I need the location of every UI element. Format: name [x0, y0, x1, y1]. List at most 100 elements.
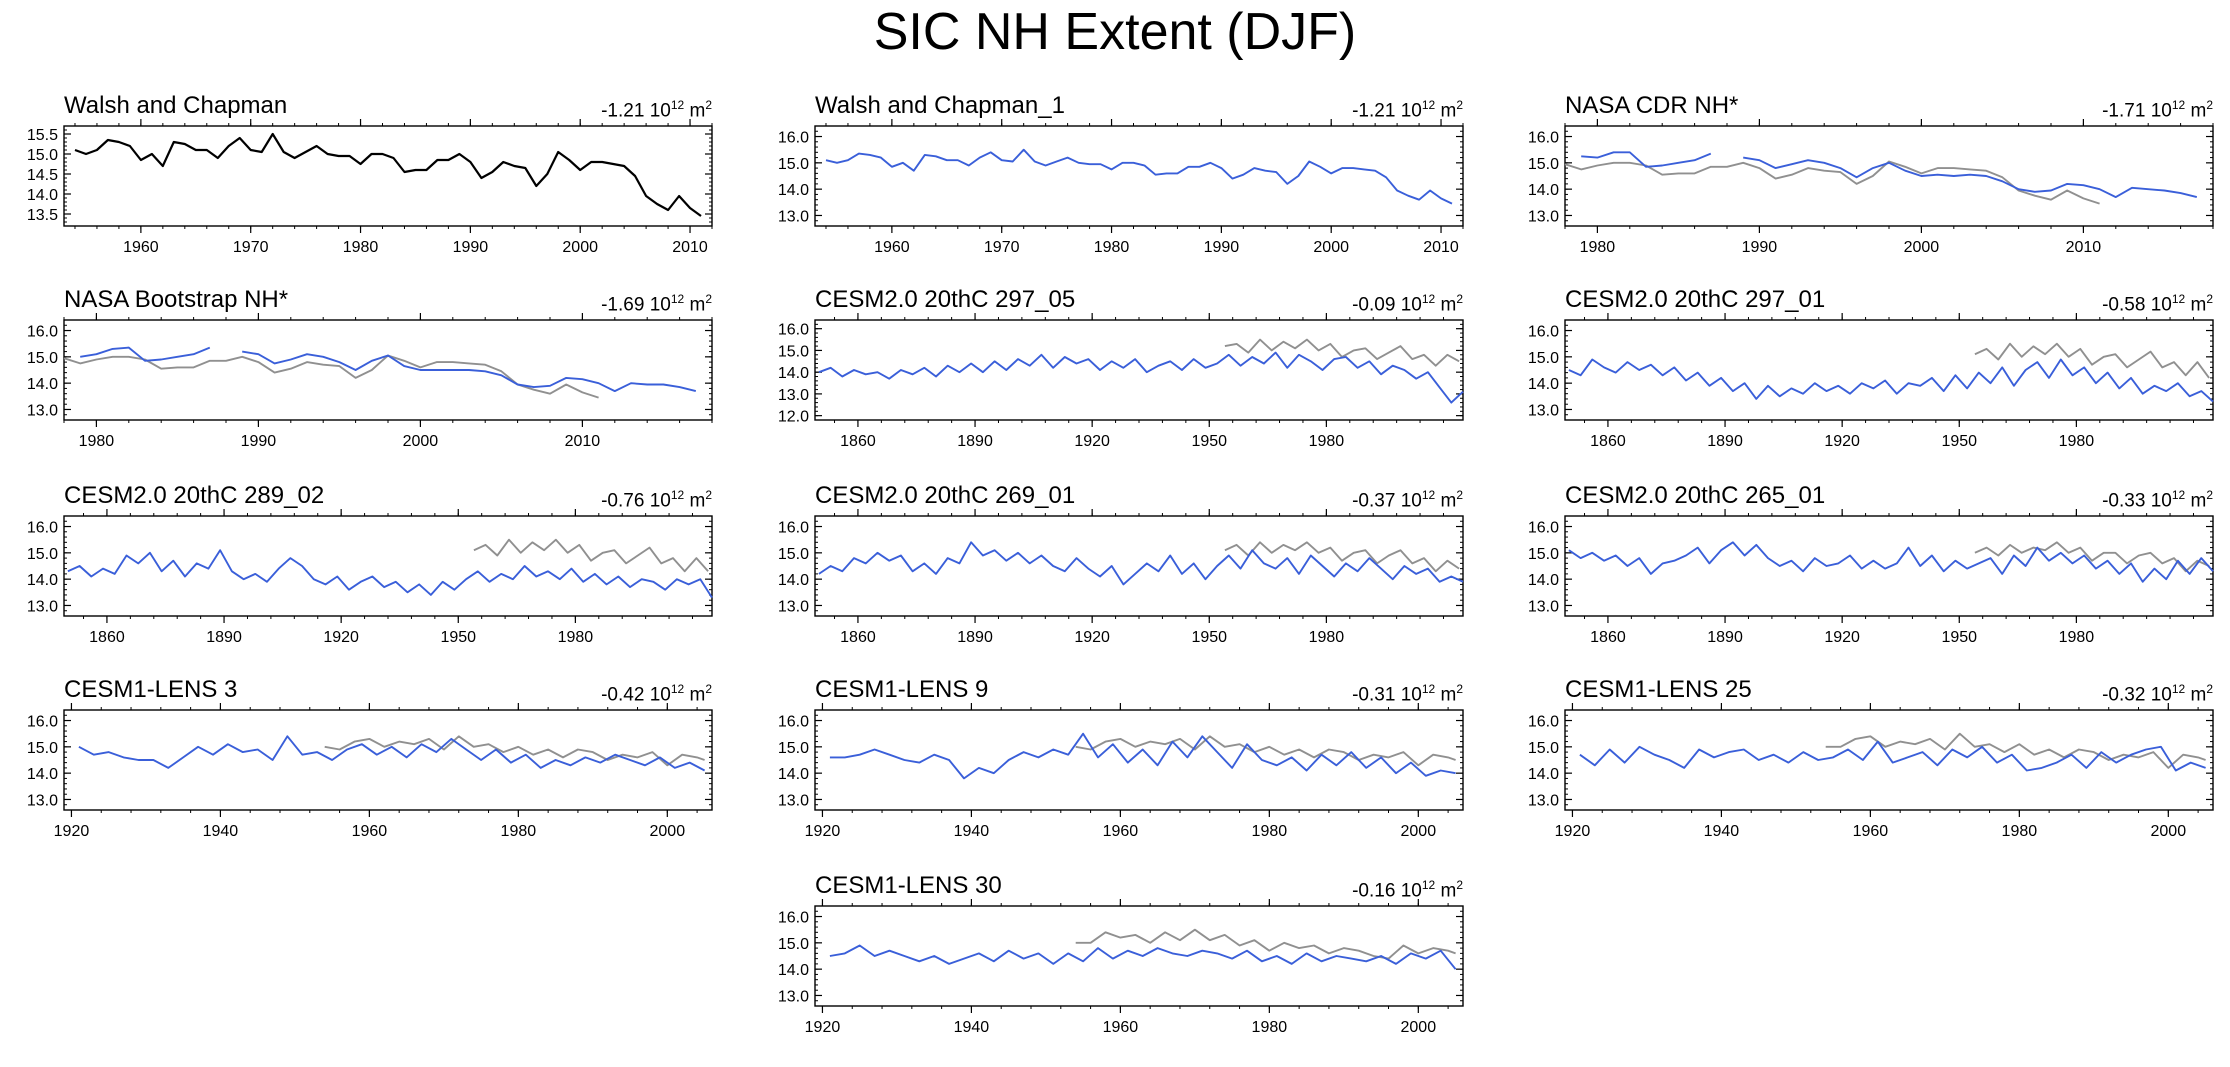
- y-tick-label: 15.0: [778, 740, 809, 757]
- chart-panel: NASA Bootstrap NH* -1.69 1012 m2 13.0 14.0 1…: [4, 286, 722, 476]
- y-tick-label: 14.0: [778, 572, 809, 589]
- trend-unit: m: [1435, 490, 1457, 512]
- x-tick-label: 1960: [1103, 823, 1139, 840]
- series-line-ref: [324, 735, 705, 767]
- y-tick-label: 14.0: [778, 962, 809, 979]
- y-tick-label: 15.0: [27, 350, 58, 367]
- panel-title: CESM1-LENS 30: [815, 872, 1002, 899]
- trend-power: 12: [670, 98, 685, 112]
- y-tick-label: 15.0: [778, 343, 809, 360]
- y-tick-label: 16.0: [778, 714, 809, 731]
- panel-title: Walsh and Chapman: [64, 92, 288, 119]
- series-line-ref: [1825, 732, 2206, 769]
- y-tick-label: 16.0: [27, 520, 58, 537]
- x-tick-label: 1940: [203, 823, 239, 840]
- trend-value: -0.58 10: [2102, 294, 2172, 316]
- panel-title: CESM1-LENS 25: [1565, 676, 1752, 703]
- x-tick-label: 1980: [1580, 239, 1616, 256]
- series-line-model: [78, 735, 706, 772]
- trend-label: -0.58 1012 m2: [2102, 292, 2213, 316]
- trend-power: 12: [1421, 98, 1436, 112]
- trend-value: -0.16 10: [1352, 880, 1422, 902]
- x-tick-label: 2000: [1313, 239, 1349, 256]
- trend-label: -0.09 1012 m2: [1352, 292, 1463, 316]
- x-tick-label: 2010: [1423, 239, 1459, 256]
- trend-unit-power: 2: [705, 292, 712, 306]
- y-tick-label: 13.0: [778, 598, 809, 615]
- plot-frame: [63, 125, 713, 227]
- y-tick-label: 13.0: [27, 598, 58, 615]
- x-tick-label: 1980: [2059, 433, 2095, 450]
- y-tick-label: 15.0: [27, 147, 58, 164]
- trend-label: -1.21 1012 m2: [1352, 98, 1463, 122]
- y-tick-label: 15.5: [27, 127, 58, 144]
- trend-unit: m: [684, 294, 706, 316]
- plot-frame: [814, 905, 1464, 1007]
- panel-title: NASA CDR NH*: [1565, 92, 1739, 119]
- trend-label: -0.42 1012 m2: [601, 682, 712, 706]
- trend-unit-power: 2: [2206, 98, 2213, 112]
- series-line-obs: [74, 132, 702, 217]
- trend-power: 12: [1421, 292, 1436, 306]
- plot-area: 13.0 14.0 15.0 16.0 1860 1890 1920 1950 1980: [1528, 313, 2214, 450]
- trend-unit: m: [684, 100, 706, 122]
- x-tick-label: 2000: [2151, 823, 2187, 840]
- trend-value: -0.76 10: [601, 490, 671, 512]
- x-tick-label: 1890: [957, 433, 993, 450]
- y-tick-label: 14.0: [1528, 766, 1559, 783]
- chart-panel: CESM1-LENS 3 -0.42 1012 m2 13.0 14.0 15.0 16.…: [4, 676, 722, 866]
- x-tick-label: 2010: [672, 239, 708, 256]
- chart-plot: 13.0 14.0 15.0 16.0 1860 1890 1920 1950 1980: [27, 509, 713, 646]
- x-tick-label: 1950: [1191, 433, 1227, 450]
- series-line-model: [829, 732, 1456, 780]
- trend-unit: m: [2185, 490, 2207, 512]
- plot-area: 13.0 14.0 15.0 16.0 1960 1970 1980 1990 2000 2010: [778, 119, 1464, 256]
- x-tick-label: 1980: [558, 629, 594, 646]
- trend-unit: m: [1435, 684, 1457, 706]
- x-tick-label: 1960: [874, 239, 910, 256]
- x-tick-label: 1980: [501, 823, 537, 840]
- trend-value: -0.32 10: [2102, 684, 2172, 706]
- series-line-model: [1581, 151, 2198, 199]
- trend-power: 12: [2171, 292, 2186, 306]
- series-line-ref: [63, 354, 599, 399]
- x-tick-label: 1920: [1824, 629, 1860, 646]
- trend-label: -0.76 1012 m2: [601, 488, 712, 512]
- x-tick-label: 1980: [343, 239, 379, 256]
- x-tick-label: 1980: [1094, 239, 1130, 256]
- plot-area: 13.0 14.0 15.0 16.0 1920 1940 1960 1980 2000: [778, 703, 1464, 840]
- trend-unit-power: 2: [705, 682, 712, 696]
- series-line-model: [1568, 358, 2214, 403]
- chart-plot: 13.0 14.0 15.0 16.0 1920 1940 1960 1980 2000: [27, 703, 713, 840]
- chart-panel: CESM2.0 20thC 269_01 -0.37 1012 m2 13.0 14.…: [755, 482, 1473, 672]
- x-tick-label: 1940: [1704, 823, 1740, 840]
- chart-plot: 13.0 14.0 15.0 16.0 1920 1940 1960 1980 2000: [1528, 703, 2214, 840]
- trend-value: -0.37 10: [1352, 490, 1422, 512]
- y-tick-label: 13.0: [778, 208, 809, 225]
- trend-label: -0.32 1012 m2: [2102, 682, 2213, 706]
- trend-unit-power: 2: [2206, 488, 2213, 502]
- plot-frame: [1564, 125, 2214, 227]
- plot-frame: [814, 709, 1464, 811]
- x-tick-label: 1960: [1103, 1019, 1139, 1036]
- plot-frame: [814, 319, 1464, 421]
- chart-plot: 13.0 14.0 15.0 16.0 1920 1940 1960 1980 2000: [778, 899, 1464, 1036]
- trend-power: 12: [2171, 682, 2186, 696]
- trend-unit-power: 2: [1456, 682, 1463, 696]
- series-line-ref: [1974, 342, 2210, 379]
- x-tick-label: 1890: [206, 629, 242, 646]
- trend-label: -1.21 1012 m2: [601, 98, 712, 122]
- trend-label: -0.37 1012 m2: [1352, 488, 1463, 512]
- plot-frame: [63, 515, 713, 617]
- series-line-model: [1579, 740, 2206, 772]
- x-tick-label: 1980: [2002, 823, 2038, 840]
- chart-panel: CESM2.0 20thC 297_01 -0.58 1012 m2 13.0 14.…: [1505, 286, 2223, 476]
- chart-panel: CESM1-LENS 30 -0.16 1012 m2 13.0 14.0 15.0 16…: [755, 872, 1473, 1062]
- y-tick-label: 15.0: [778, 546, 809, 563]
- y-tick-label: 16.0: [778, 520, 809, 537]
- plot-area: 13.0 14.0 15.0 16.0 1860 1890 1920 1950 1980: [1528, 509, 2214, 646]
- x-tick-label: 1990: [241, 433, 277, 450]
- x-tick-label: 1980: [1252, 823, 1288, 840]
- y-tick-label: 13.0: [1528, 792, 1559, 809]
- x-tick-label: 2000: [1401, 1019, 1437, 1036]
